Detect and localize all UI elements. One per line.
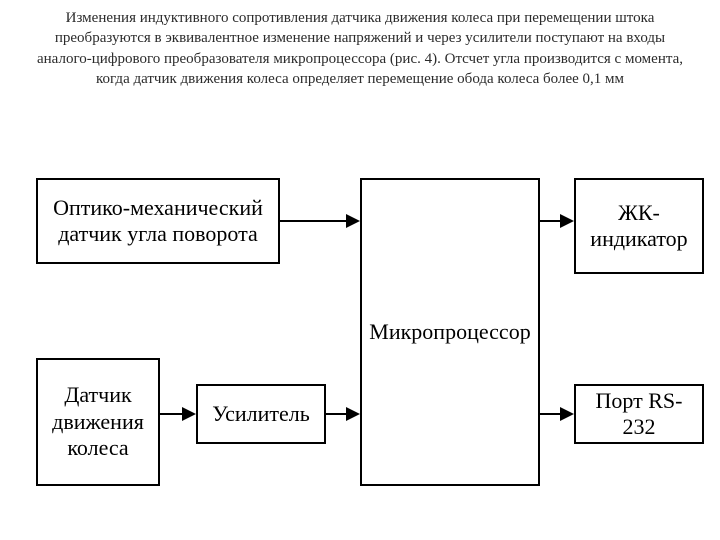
edge-arrow-head — [182, 407, 196, 421]
node-label: Усилитель — [212, 401, 310, 427]
node-label: Микропроцессор — [369, 319, 530, 345]
node-amplifier: Усилитель — [196, 384, 326, 444]
edge-arrow-head — [346, 214, 360, 228]
node-label: Оптико-механический датчик угла поворота — [42, 195, 274, 248]
edge-line — [540, 413, 560, 415]
edge-arrow-head — [560, 214, 574, 228]
block-diagram: Оптико-механический датчик угла поворота… — [0, 0, 720, 540]
edge-line — [160, 413, 182, 415]
node-label: Порт RS-232 — [580, 388, 698, 441]
edge-arrow-head — [346, 407, 360, 421]
node-lcd-indicator: ЖК-индикатор — [574, 178, 704, 274]
node-rs232-port: Порт RS-232 — [574, 384, 704, 444]
node-label: ЖК-индикатор — [580, 200, 698, 253]
node-microprocessor: Микропроцессор — [360, 178, 540, 486]
edge-line — [326, 413, 346, 415]
edge-line — [280, 220, 346, 222]
edge-line — [540, 220, 560, 222]
edge-arrow-head — [560, 407, 574, 421]
node-label: Датчик движения колеса — [42, 382, 154, 461]
node-opto-mechanical-sensor: Оптико-механический датчик угла поворота — [36, 178, 280, 264]
node-wheel-motion-sensor: Датчик движения колеса — [36, 358, 160, 486]
